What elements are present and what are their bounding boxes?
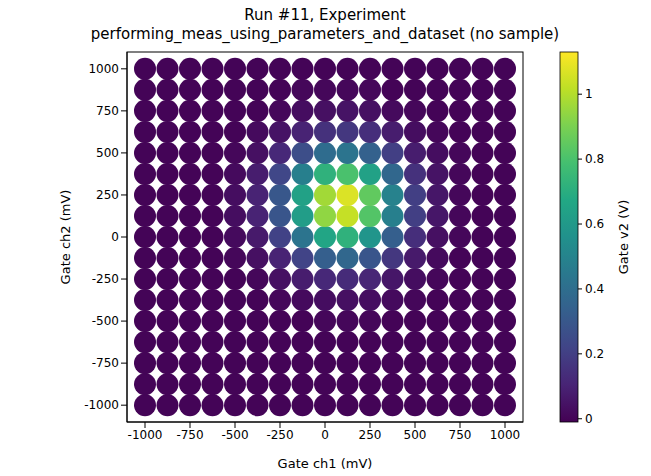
svg-text:Gate ch2 (mV): Gate ch2 (mV) [58, 190, 73, 285]
svg-text:0: 0 [585, 412, 593, 426]
html-text:Run #11, Experiment performing: Run #11, Experiment performing_meas_usin… [90, 6, 560, 43]
svg-text:500: 500 [96, 146, 119, 160]
svg-text:750: 750 [96, 104, 119, 118]
svg-text:-500: -500 [221, 428, 248, 442]
svg-text:500: 500 [404, 428, 427, 442]
svg-text:250: 250 [359, 428, 382, 442]
svg-text:0.8: 0.8 [585, 152, 604, 166]
svg-text:0.4: 0.4 [585, 282, 604, 296]
svg-text:0: 0 [321, 428, 329, 442]
svg-text:1000: 1000 [490, 428, 521, 442]
svg-text:750: 750 [449, 428, 472, 442]
svg-text:0: 0 [111, 230, 119, 244]
svg-text:Gate v2 (V): Gate v2 (V) [616, 200, 631, 274]
svg-text:0.2: 0.2 [585, 347, 604, 361]
svg-text:-250: -250 [266, 428, 293, 442]
svg-text:-750: -750 [92, 356, 119, 370]
svg-text:Gate ch1 (mV): Gate ch1 (mV) [278, 456, 373, 471]
svg-text:250: 250 [96, 188, 119, 202]
svg-text:1000: 1000 [88, 62, 119, 76]
svg-text:0.6: 0.6 [585, 217, 604, 231]
svg-text:-1000: -1000 [84, 398, 119, 412]
svg-text:-1000: -1000 [128, 428, 163, 442]
svg-text:-500: -500 [92, 314, 119, 328]
svg-text:-250: -250 [92, 272, 119, 286]
svg-text:-750: -750 [176, 428, 203, 442]
svg-text:1: 1 [585, 87, 593, 101]
